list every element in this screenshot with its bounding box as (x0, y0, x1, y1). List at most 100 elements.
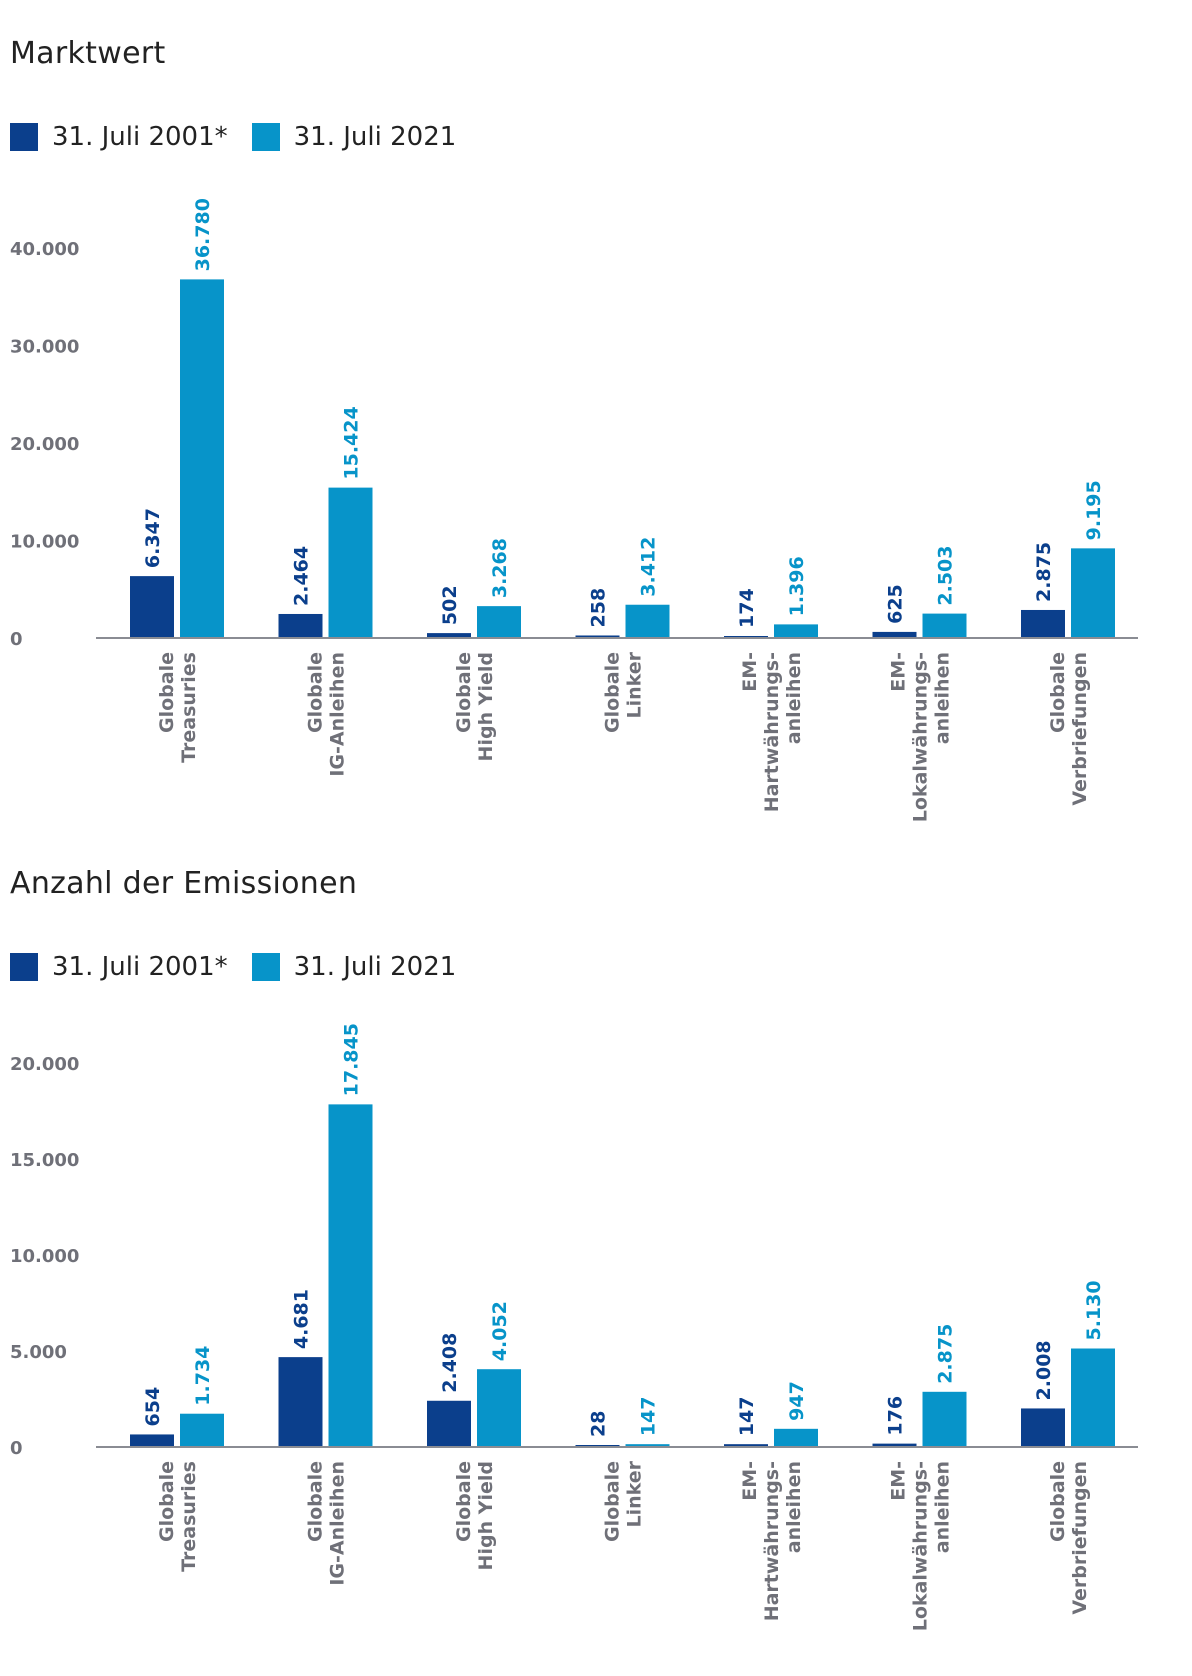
category-label: EM- (739, 1461, 761, 1501)
data-label: 4.681 (291, 1289, 313, 1349)
legend: 31. Juli 2001* 31. Juli 2021 (10, 122, 480, 152)
bar-2021 (1071, 548, 1115, 638)
bar-2021 (477, 606, 521, 638)
data-label: 174 (736, 588, 758, 628)
category-label: IG-Anleihen (327, 652, 349, 777)
category-label: Hartwährungs- (761, 1461, 783, 1621)
legend-swatch-2021 (251, 123, 280, 151)
category-label: Globale (156, 652, 178, 733)
category-label: High Yield (475, 1461, 497, 1570)
category-label: anleihen (783, 1461, 805, 1553)
data-label: 147 (736, 1397, 758, 1437)
data-label: 258 (588, 588, 610, 628)
bar-2001 (278, 1357, 323, 1447)
legend-item-2001: 31. Juli 2001* (10, 952, 228, 982)
data-label: 1.396 (786, 556, 808, 616)
category-label: Linker (624, 1460, 646, 1527)
y-tick-label: 30.000 (10, 337, 79, 358)
data-label: 5.130 (1083, 1280, 1105, 1340)
data-label: 502 (439, 585, 461, 625)
category-label: anleihen (932, 652, 954, 744)
bar-2021 (180, 279, 224, 638)
bar-2021 (328, 1104, 373, 1447)
bar-2001 (427, 1400, 471, 1447)
bar-2021 (328, 487, 373, 638)
bar-2001 (130, 576, 174, 638)
legend-swatch-2021 (251, 953, 280, 981)
y-tick-label: 0 (10, 629, 23, 650)
category-label: Globale (453, 1461, 475, 1542)
category-label: Globale (602, 652, 624, 733)
y-tick-label: 0 (10, 1438, 23, 1459)
data-label: 2.875 (935, 1324, 957, 1384)
legend-label-2021: 31. Juli 2021 (293, 952, 457, 982)
category-label: Treasuries (178, 652, 200, 763)
legend-swatch-2001 (10, 953, 38, 981)
chart-title: Marktwert (10, 36, 166, 71)
bar-2021 (625, 1444, 670, 1447)
data-label: 9.195 (1083, 480, 1105, 540)
data-label: 1.734 (192, 1346, 214, 1406)
data-label: 15.424 (341, 406, 363, 479)
category-label: Globale (305, 652, 327, 733)
legend-label-2021: 31. Juli 2021 (293, 122, 457, 152)
data-label: 2.875 (1033, 542, 1055, 602)
legend-label-2001: 31. Juli 2001* (52, 952, 228, 982)
y-tick-label: 10.000 (10, 532, 79, 553)
data-label: 3.412 (638, 537, 660, 597)
legend-item-2021: 31. Juli 2021 (251, 122, 457, 152)
category-label: Lokalwährungs- (910, 1461, 932, 1631)
y-tick-label: 20.000 (10, 434, 79, 455)
chart-anzahl-emissionen: Anzahl der Emissionen 31. Juli 2001* 31.… (0, 830, 1192, 1676)
category-label: Verbriefungen (1069, 1461, 1091, 1615)
category-label: Globale (453, 652, 475, 733)
data-label: 176 (885, 1396, 907, 1436)
data-label: 17.845 (341, 1023, 363, 1096)
category-label: Globale (1047, 1461, 1069, 1542)
legend: 31. Juli 2001* 31. Juli 2021 (10, 952, 480, 982)
category-label: Globale (305, 1461, 327, 1542)
bar-2001 (872, 631, 917, 638)
data-label: 625 (885, 584, 907, 624)
category-label: Globale (156, 1461, 178, 1542)
data-label: 6.347 (142, 508, 164, 568)
category-label: Verbriefungen (1069, 652, 1091, 806)
chart-title: Anzahl der Emissionen (10, 866, 358, 901)
data-label: 2.408 (439, 1333, 461, 1393)
bar-2001 (575, 635, 620, 638)
category-label: IG-Anleihen (327, 1461, 349, 1586)
category-label: Linker (624, 651, 646, 718)
bar-2021 (922, 1391, 967, 1447)
category-label: anleihen (932, 1461, 954, 1553)
data-label: 2.503 (935, 545, 957, 605)
legend-label-2001: 31. Juli 2001* (52, 122, 228, 152)
bar-plot: 0 10.000 20.000 30.000 40.000 6.347 36.780 Glob… (10, 198, 1138, 822)
category-label: EM- (888, 652, 910, 692)
bar-2001 (1021, 609, 1065, 638)
bar-2021 (922, 613, 967, 638)
bar-2021 (774, 1428, 818, 1447)
data-label: 147 (638, 1397, 660, 1437)
legend-swatch-2001 (10, 123, 38, 151)
category-label: Treasuries (178, 1461, 200, 1572)
bar-2021 (180, 1413, 224, 1447)
data-label: 2.008 (1033, 1340, 1055, 1400)
data-label: 4.052 (489, 1301, 511, 1361)
data-label: 947 (786, 1381, 808, 1421)
data-label: 2.464 (291, 546, 313, 606)
bar-2021 (477, 1369, 521, 1447)
category-label: High Yield (475, 652, 497, 761)
category-label: Hartwährungs- (761, 652, 783, 812)
category-label: EM- (888, 1461, 910, 1501)
bar-2001 (427, 633, 471, 638)
y-tick-label: 15.000 (10, 1150, 79, 1171)
category-label: Globale (602, 1461, 624, 1542)
bar-2001 (872, 1443, 917, 1447)
bar-2021 (1071, 1348, 1115, 1447)
y-tick-label: 5.000 (10, 1342, 67, 1363)
bar-2001 (278, 613, 323, 638)
legend-item-2001: 31. Juli 2001* (10, 122, 228, 152)
data-label: 3.268 (489, 538, 511, 598)
bar-2001 (1021, 1408, 1065, 1447)
